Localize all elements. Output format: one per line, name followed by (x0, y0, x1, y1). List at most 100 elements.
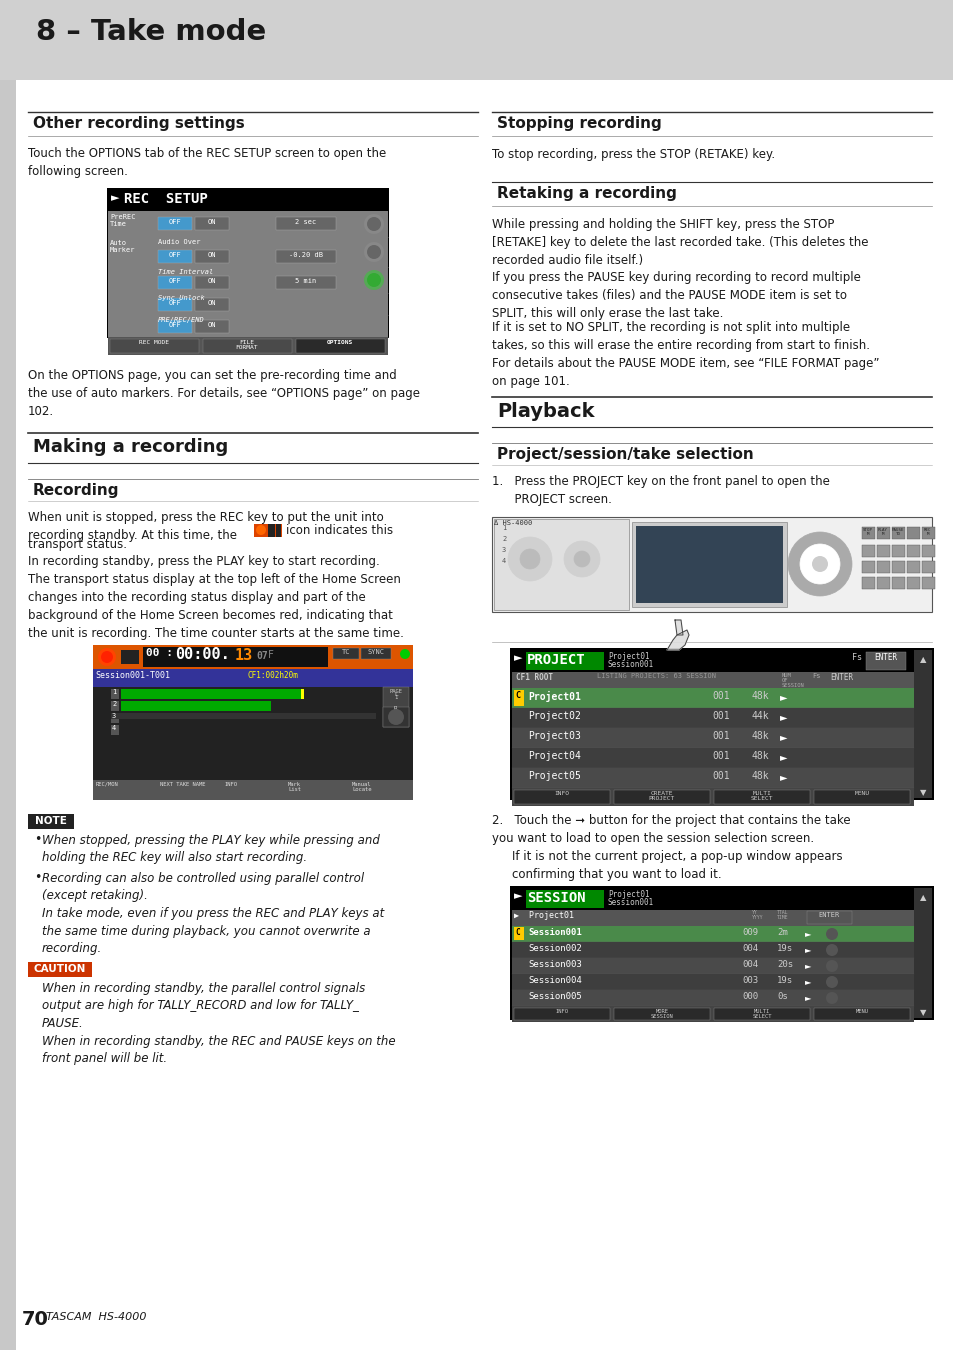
Text: Project03: Project03 (527, 730, 580, 741)
Text: Recording can also be controlled using parallel control
(except retaking).
In ta: Recording can also be controlled using p… (42, 872, 384, 954)
Bar (158, 320, 192, 333)
Circle shape (563, 541, 599, 576)
Bar (514, 927, 523, 940)
Bar (194, 275, 229, 289)
Text: 0s: 0s (776, 992, 787, 1000)
Bar (876, 526, 889, 539)
Text: icon indicates this: icon indicates this (286, 524, 393, 537)
Text: MULTI
SELECT: MULTI SELECT (750, 791, 773, 802)
Text: 48k: 48k (751, 691, 769, 701)
Bar (108, 338, 388, 355)
Text: Session001: Session001 (527, 927, 581, 937)
Bar (891, 545, 904, 558)
Bar (636, 526, 782, 603)
Bar (275, 275, 335, 289)
Circle shape (367, 244, 380, 259)
Circle shape (364, 215, 384, 234)
Text: For details about the PAUSE MODE item, see “FILE FORMAT page”
on page 101.: For details about the PAUSE MODE item, s… (492, 356, 879, 387)
Text: STOP
M: STOP M (862, 528, 872, 536)
Text: ►: ► (804, 977, 811, 986)
Text: On the OPTIONS page, you can set the pre-recording time and
the use of auto mark: On the OPTIONS page, you can set the pre… (28, 369, 419, 418)
Text: 19s: 19s (776, 944, 792, 953)
Text: 3: 3 (112, 713, 116, 720)
Bar (906, 545, 919, 558)
Bar (0, 0, 953, 80)
Text: 48k: 48k (751, 730, 769, 741)
Bar (512, 888, 931, 1018)
Bar (111, 713, 119, 724)
Bar (512, 748, 913, 768)
Text: PLAY
M: PLAY M (877, 528, 887, 536)
Text: OFF: OFF (169, 300, 181, 306)
Circle shape (367, 217, 380, 231)
Text: 70: 70 (22, 1310, 49, 1328)
Bar (110, 339, 199, 352)
Text: OPTIONS: OPTIONS (327, 340, 353, 346)
Text: 2 sec: 2 sec (295, 219, 316, 225)
Text: Session003: Session003 (527, 960, 581, 969)
Text: 2m: 2m (776, 927, 787, 937)
Text: 4: 4 (112, 725, 116, 730)
Text: Fs: Fs (811, 674, 820, 679)
Bar (921, 545, 934, 558)
Circle shape (388, 709, 403, 725)
Text: While pressing and holding the SHIFT key, press the STOP
[RETAKE] key to delete : While pressing and holding the SHIFT key… (492, 217, 867, 267)
Text: Project01: Project01 (607, 652, 649, 662)
Bar (92, 687, 413, 780)
Text: If you press the PAUSE key during recording to record multiple
consecutive takes: If you press the PAUSE key during record… (492, 271, 860, 320)
Text: Project02: Project02 (527, 711, 580, 721)
Text: ►: ► (804, 945, 811, 954)
Text: ►: ► (111, 193, 119, 202)
Bar (713, 1008, 809, 1021)
Text: ON: ON (208, 323, 216, 328)
Text: 48k: 48k (751, 771, 769, 782)
Bar (28, 814, 74, 829)
Text: 5 min: 5 min (295, 278, 316, 283)
Bar (108, 189, 388, 338)
Bar (494, 518, 628, 610)
Text: 003: 003 (741, 976, 758, 986)
Text: To stop recording, press the STOP (RETAKE) key.: To stop recording, press the STOP (RETAK… (492, 148, 774, 161)
Text: 2.   Touch the ➞ button for the project that contains the take
you want to load : 2. Touch the ➞ button for the project th… (492, 814, 850, 845)
Circle shape (399, 649, 410, 659)
Text: 00:00.: 00:00. (174, 647, 230, 662)
Bar (301, 688, 304, 699)
Text: INFO: INFO (554, 791, 569, 796)
Bar (275, 217, 335, 230)
Bar (158, 298, 192, 311)
Text: Session004: Session004 (527, 976, 581, 986)
Bar (813, 1008, 909, 1021)
Text: REC/MON: REC/MON (96, 782, 118, 787)
Bar (121, 701, 271, 711)
Bar (514, 690, 523, 706)
Bar (514, 790, 609, 805)
Text: INFO: INFO (224, 782, 236, 787)
Bar (512, 1006, 913, 1022)
Text: Session001-T001: Session001-T001 (95, 671, 170, 680)
Bar (876, 576, 889, 589)
Bar (108, 267, 388, 293)
Bar (631, 522, 786, 608)
Bar (512, 649, 931, 672)
Bar (512, 672, 913, 688)
Text: 8 – Take mode: 8 – Take mode (36, 18, 266, 46)
Bar (913, 649, 931, 798)
Text: MORE
SESSION: MORE SESSION (650, 1008, 673, 1019)
Text: PreREC
Time: PreREC Time (110, 215, 135, 227)
Bar (891, 576, 904, 589)
Bar (921, 526, 934, 539)
Text: SESSION: SESSION (526, 891, 585, 904)
Circle shape (101, 651, 112, 663)
Text: When stopped, pressing the PLAY key while pressing and
holding the REC key will : When stopped, pressing the PLAY key whil… (42, 834, 379, 864)
Text: Time Interval: Time Interval (158, 269, 213, 275)
Polygon shape (666, 630, 688, 649)
Bar (92, 645, 413, 670)
Bar (512, 768, 913, 788)
Bar (92, 670, 413, 687)
Text: Audio Over: Audio Over (158, 239, 200, 244)
Bar (111, 701, 119, 711)
Text: PAGE
1: PAGE 1 (389, 688, 402, 699)
Bar (862, 545, 874, 558)
Text: ►: ► (780, 772, 786, 782)
Text: TTAL
TIME: TTAL TIME (776, 910, 788, 919)
